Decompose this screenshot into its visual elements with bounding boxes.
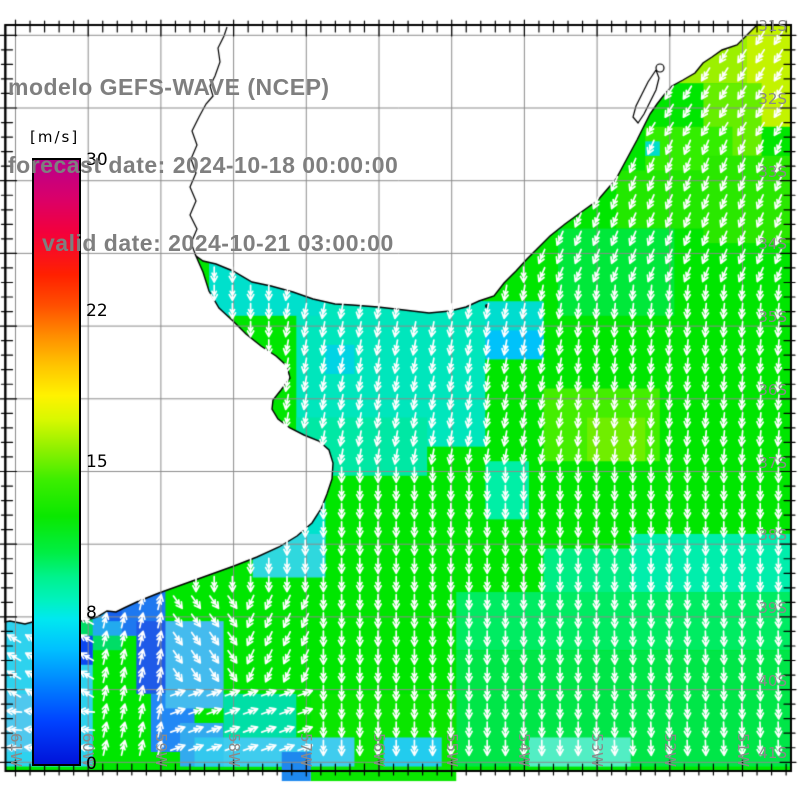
- title-block: modelo GEFS-WAVE (NCEP) forecast date: 2…: [8, 22, 398, 308]
- colorbar-tick-label: 0: [86, 754, 97, 774]
- lat-label: 40S: [758, 671, 787, 690]
- lon-label: 56W: [370, 733, 388, 767]
- lat-label: 39S: [758, 598, 787, 617]
- forecast-date-line: forecast date: 2024-10-18 00:00:00: [8, 152, 399, 178]
- lat-label: 35S: [758, 308, 787, 327]
- lon-label: 55W: [442, 733, 461, 767]
- colorbar-tick-label: 30: [86, 150, 108, 170]
- lat-label: 34S: [758, 235, 787, 254]
- colorbar-tick-label: 15: [86, 452, 108, 472]
- lat-label: 33S: [758, 162, 787, 181]
- lat-label: 37S: [758, 453, 787, 472]
- lat-label: 41S: [758, 744, 787, 763]
- lon-label: 57W: [297, 733, 316, 767]
- lon-label: 58W: [224, 733, 243, 767]
- colorbar-unit-label: [m/s]: [30, 128, 80, 146]
- valid-date-line: valid date: 2024-10-21 03:00:00: [42, 230, 394, 256]
- lon-label: 59W: [151, 733, 170, 767]
- lat-label: 36S: [758, 380, 787, 399]
- lon-label: 51W: [733, 733, 752, 767]
- lat-label: 31S: [758, 17, 787, 36]
- model-title: modelo GEFS-WAVE (NCEP): [8, 74, 330, 100]
- lat-label: 38S: [758, 526, 787, 545]
- colorbar-tick-label: 8: [86, 603, 97, 623]
- lon-label: 54W: [515, 733, 534, 767]
- lon-label: 52W: [660, 733, 679, 767]
- lat-label: 32S: [758, 90, 787, 108]
- colorbar-tick-label: 22: [86, 301, 108, 321]
- lon-label: 61W: [6, 733, 25, 767]
- colorbar-frame: [32, 158, 81, 766]
- lon-label: 53W: [588, 733, 607, 767]
- colorbar-gradient: [34, 160, 79, 764]
